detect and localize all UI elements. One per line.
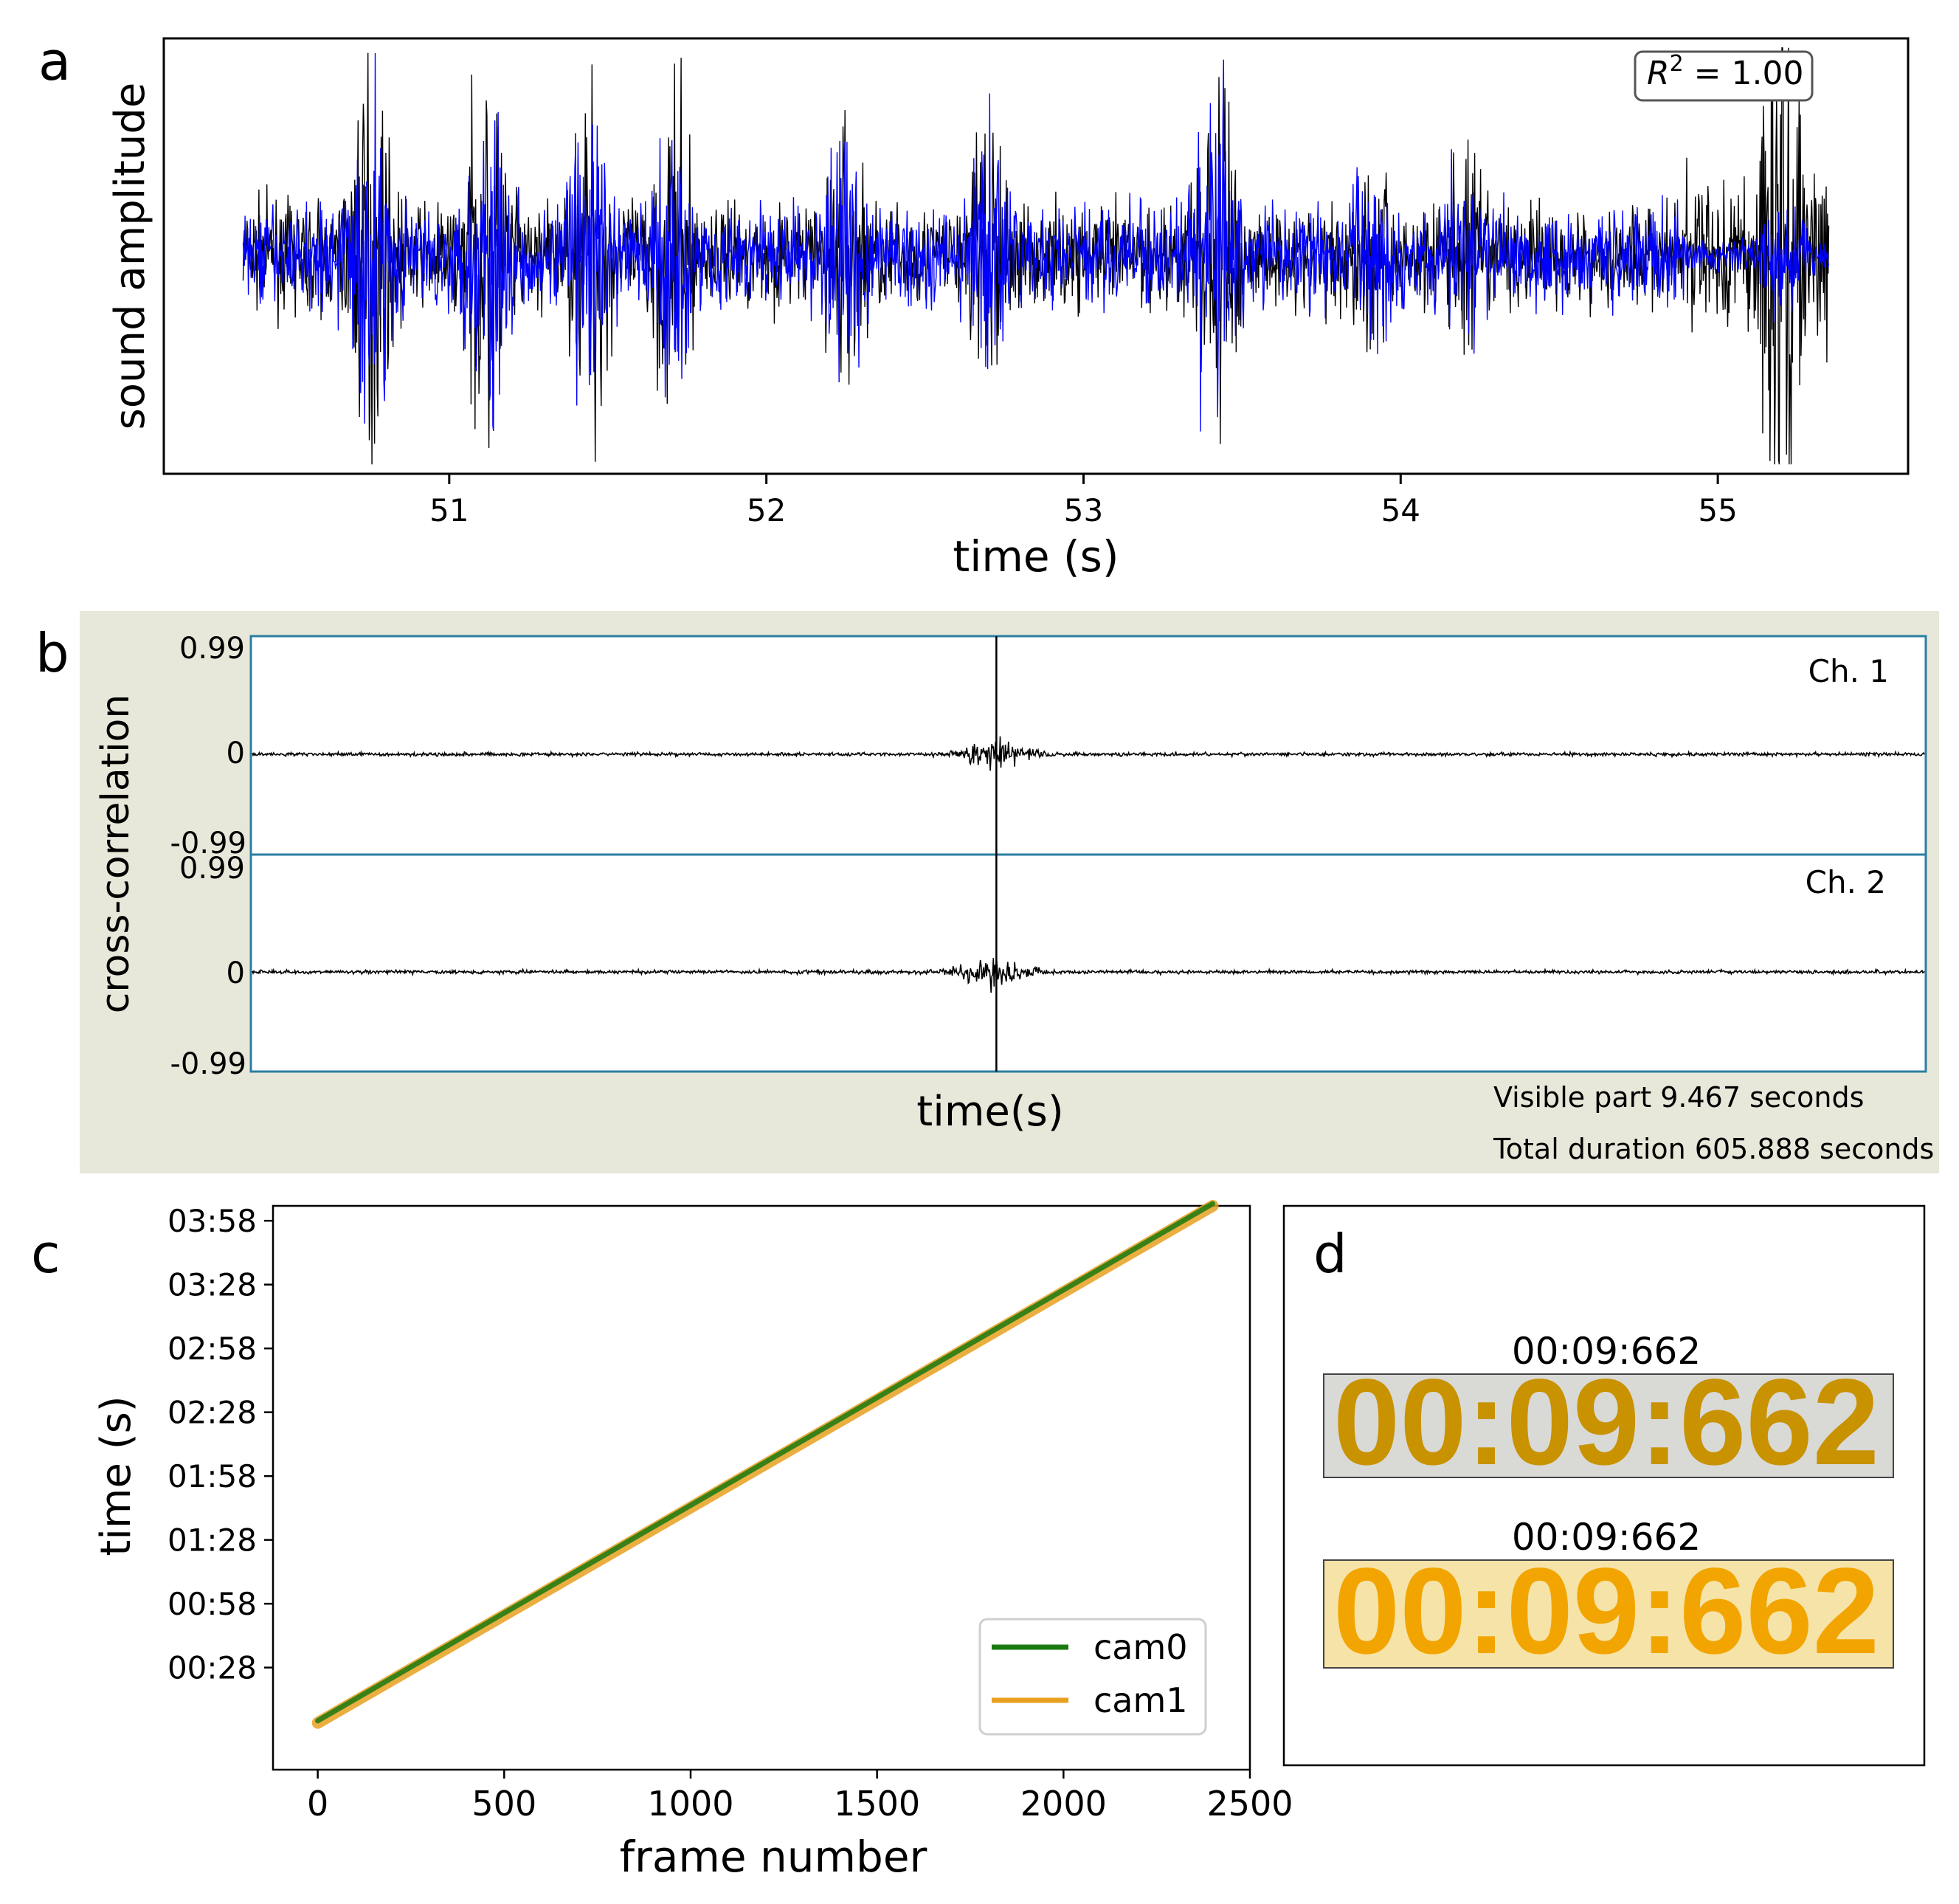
xtick-label-c-0: 0 xyxy=(307,1784,328,1824)
panel-label-a: a xyxy=(38,30,71,92)
r2-value: = 1.00 xyxy=(1684,55,1804,92)
legend-label-cam0: cam0 xyxy=(1093,1627,1188,1667)
total-duration-text: Total duration 605.888 seconds xyxy=(1493,1133,1934,1165)
ytick-label-c-6: 03:28 xyxy=(167,1267,257,1303)
ytick-label-c-0: 00:28 xyxy=(167,1650,257,1686)
series-line-cam0 xyxy=(315,1201,1215,1724)
panel-a: a 51 52 53 54 55 sound amplitude time (s) R2… xyxy=(38,30,1910,582)
panel-label-c: c xyxy=(31,1223,61,1285)
x-axis-label-c: frame number xyxy=(620,1832,927,1882)
cross-correlation-traces xyxy=(252,636,1925,1072)
ytick-ch2-bottom: -0.99 xyxy=(170,1047,247,1081)
timer-caption-2: 00:09:662 xyxy=(1512,1516,1701,1559)
trace-ch1 xyxy=(252,736,1925,771)
axes-frame-b-ch2 xyxy=(249,853,1927,1073)
xtick-label-a-55: 55 xyxy=(1698,492,1737,528)
channel-label-2: Ch. 2 xyxy=(1806,864,1886,900)
ytick-ch1-top: 0.99 xyxy=(179,632,245,666)
xtick-label-a-53: 53 xyxy=(1064,492,1103,528)
xtick-label-c-2500: 2500 xyxy=(1206,1784,1293,1824)
x-axis-label-a: time (s) xyxy=(953,531,1119,582)
xtick-label-c-1000: 1000 xyxy=(647,1784,733,1824)
xtick-label-c-500: 500 xyxy=(471,1784,536,1824)
axis-ticks-c: 0 500 1000 1500 2000 2500 00:28 00:58 01:28 01:58… xyxy=(167,1203,1293,1824)
time-vs-frame-lines xyxy=(311,1200,1219,1729)
panel-b: b Ch. 1 Ch. 2 0.99 0 -0.99 0.99 0 -0.99 … xyxy=(35,611,1939,1173)
timer-display-1-background xyxy=(1323,1373,1894,1478)
channel-label-1: Ch. 1 xyxy=(1808,653,1889,689)
waveform-aligned xyxy=(242,52,1830,432)
panel-c: c 0 500 1000 1500 2000 2500 00:28 00:58 01:28 01:… xyxy=(31,1200,1293,1882)
visible-part-text: Visible part 9.467 seconds xyxy=(1493,1081,1864,1114)
ytick-ch1-bottom: -0.99 xyxy=(170,827,247,860)
xtick-label-a-52: 52 xyxy=(747,492,786,528)
r2-symbol: R xyxy=(1647,55,1670,92)
ytick-label-c-7: 03:58 xyxy=(167,1203,257,1239)
ytick-label-c-3: 01:58 xyxy=(167,1458,257,1494)
ytick-label-c-4: 02:28 xyxy=(167,1395,257,1431)
panel-d-frame xyxy=(1282,1204,1926,1767)
legend-c: cam0 cam1 xyxy=(978,1618,1207,1736)
xtick-label-c-2000: 2000 xyxy=(1020,1784,1107,1824)
y-axis-label-a: sound amplitude xyxy=(106,83,154,430)
x-axis-label-b: time(s) xyxy=(916,1088,1063,1136)
panel-label-b: b xyxy=(35,622,69,684)
timer-display-2-background xyxy=(1323,1559,1894,1669)
xtick-label-a-54: 54 xyxy=(1381,492,1420,528)
panel-d: d 00:09:662 00:09:662 00:09:662 00:09:66… xyxy=(1282,1204,1926,1767)
ytick-ch2-top: 0.99 xyxy=(179,852,245,886)
legend-label-cam1: cam1 xyxy=(1093,1680,1188,1720)
ytick-label-c-2: 01:28 xyxy=(167,1522,257,1559)
panel-label-d: d xyxy=(1313,1223,1347,1285)
svg-text:R2 = 1.00: R2 = 1.00 xyxy=(1647,51,1803,92)
ytick-ch2-zero: 0 xyxy=(227,956,245,990)
r2-superscript: 2 xyxy=(1670,51,1684,77)
xtick-label-a-51: 51 xyxy=(429,492,469,528)
timer-caption-1: 00:09:662 xyxy=(1512,1330,1701,1373)
xtick-label-c-1500: 1500 xyxy=(834,1784,920,1824)
timer-display-1: 00:09:662 xyxy=(1333,1354,1879,1491)
axes-frame-b-ch1 xyxy=(249,635,1927,856)
y-axis-label-b: cross-correlation xyxy=(94,694,138,1014)
ytick-label-c-1: 00:58 xyxy=(167,1586,257,1622)
timer-display-2: 00:09:662 xyxy=(1333,1543,1879,1680)
series-line-aligned xyxy=(242,52,1830,432)
ytick-ch1-zero: 0 xyxy=(227,737,245,770)
x-axis-ticks-a: 51 52 53 54 55 xyxy=(429,474,1738,528)
y-axis-label-c: time (s) xyxy=(92,1396,140,1556)
ytick-label-c-5: 02:58 xyxy=(167,1331,257,1367)
trace-ch2 xyxy=(252,956,1925,993)
r2-annotation: R2 = 1.00 xyxy=(1634,50,1814,102)
